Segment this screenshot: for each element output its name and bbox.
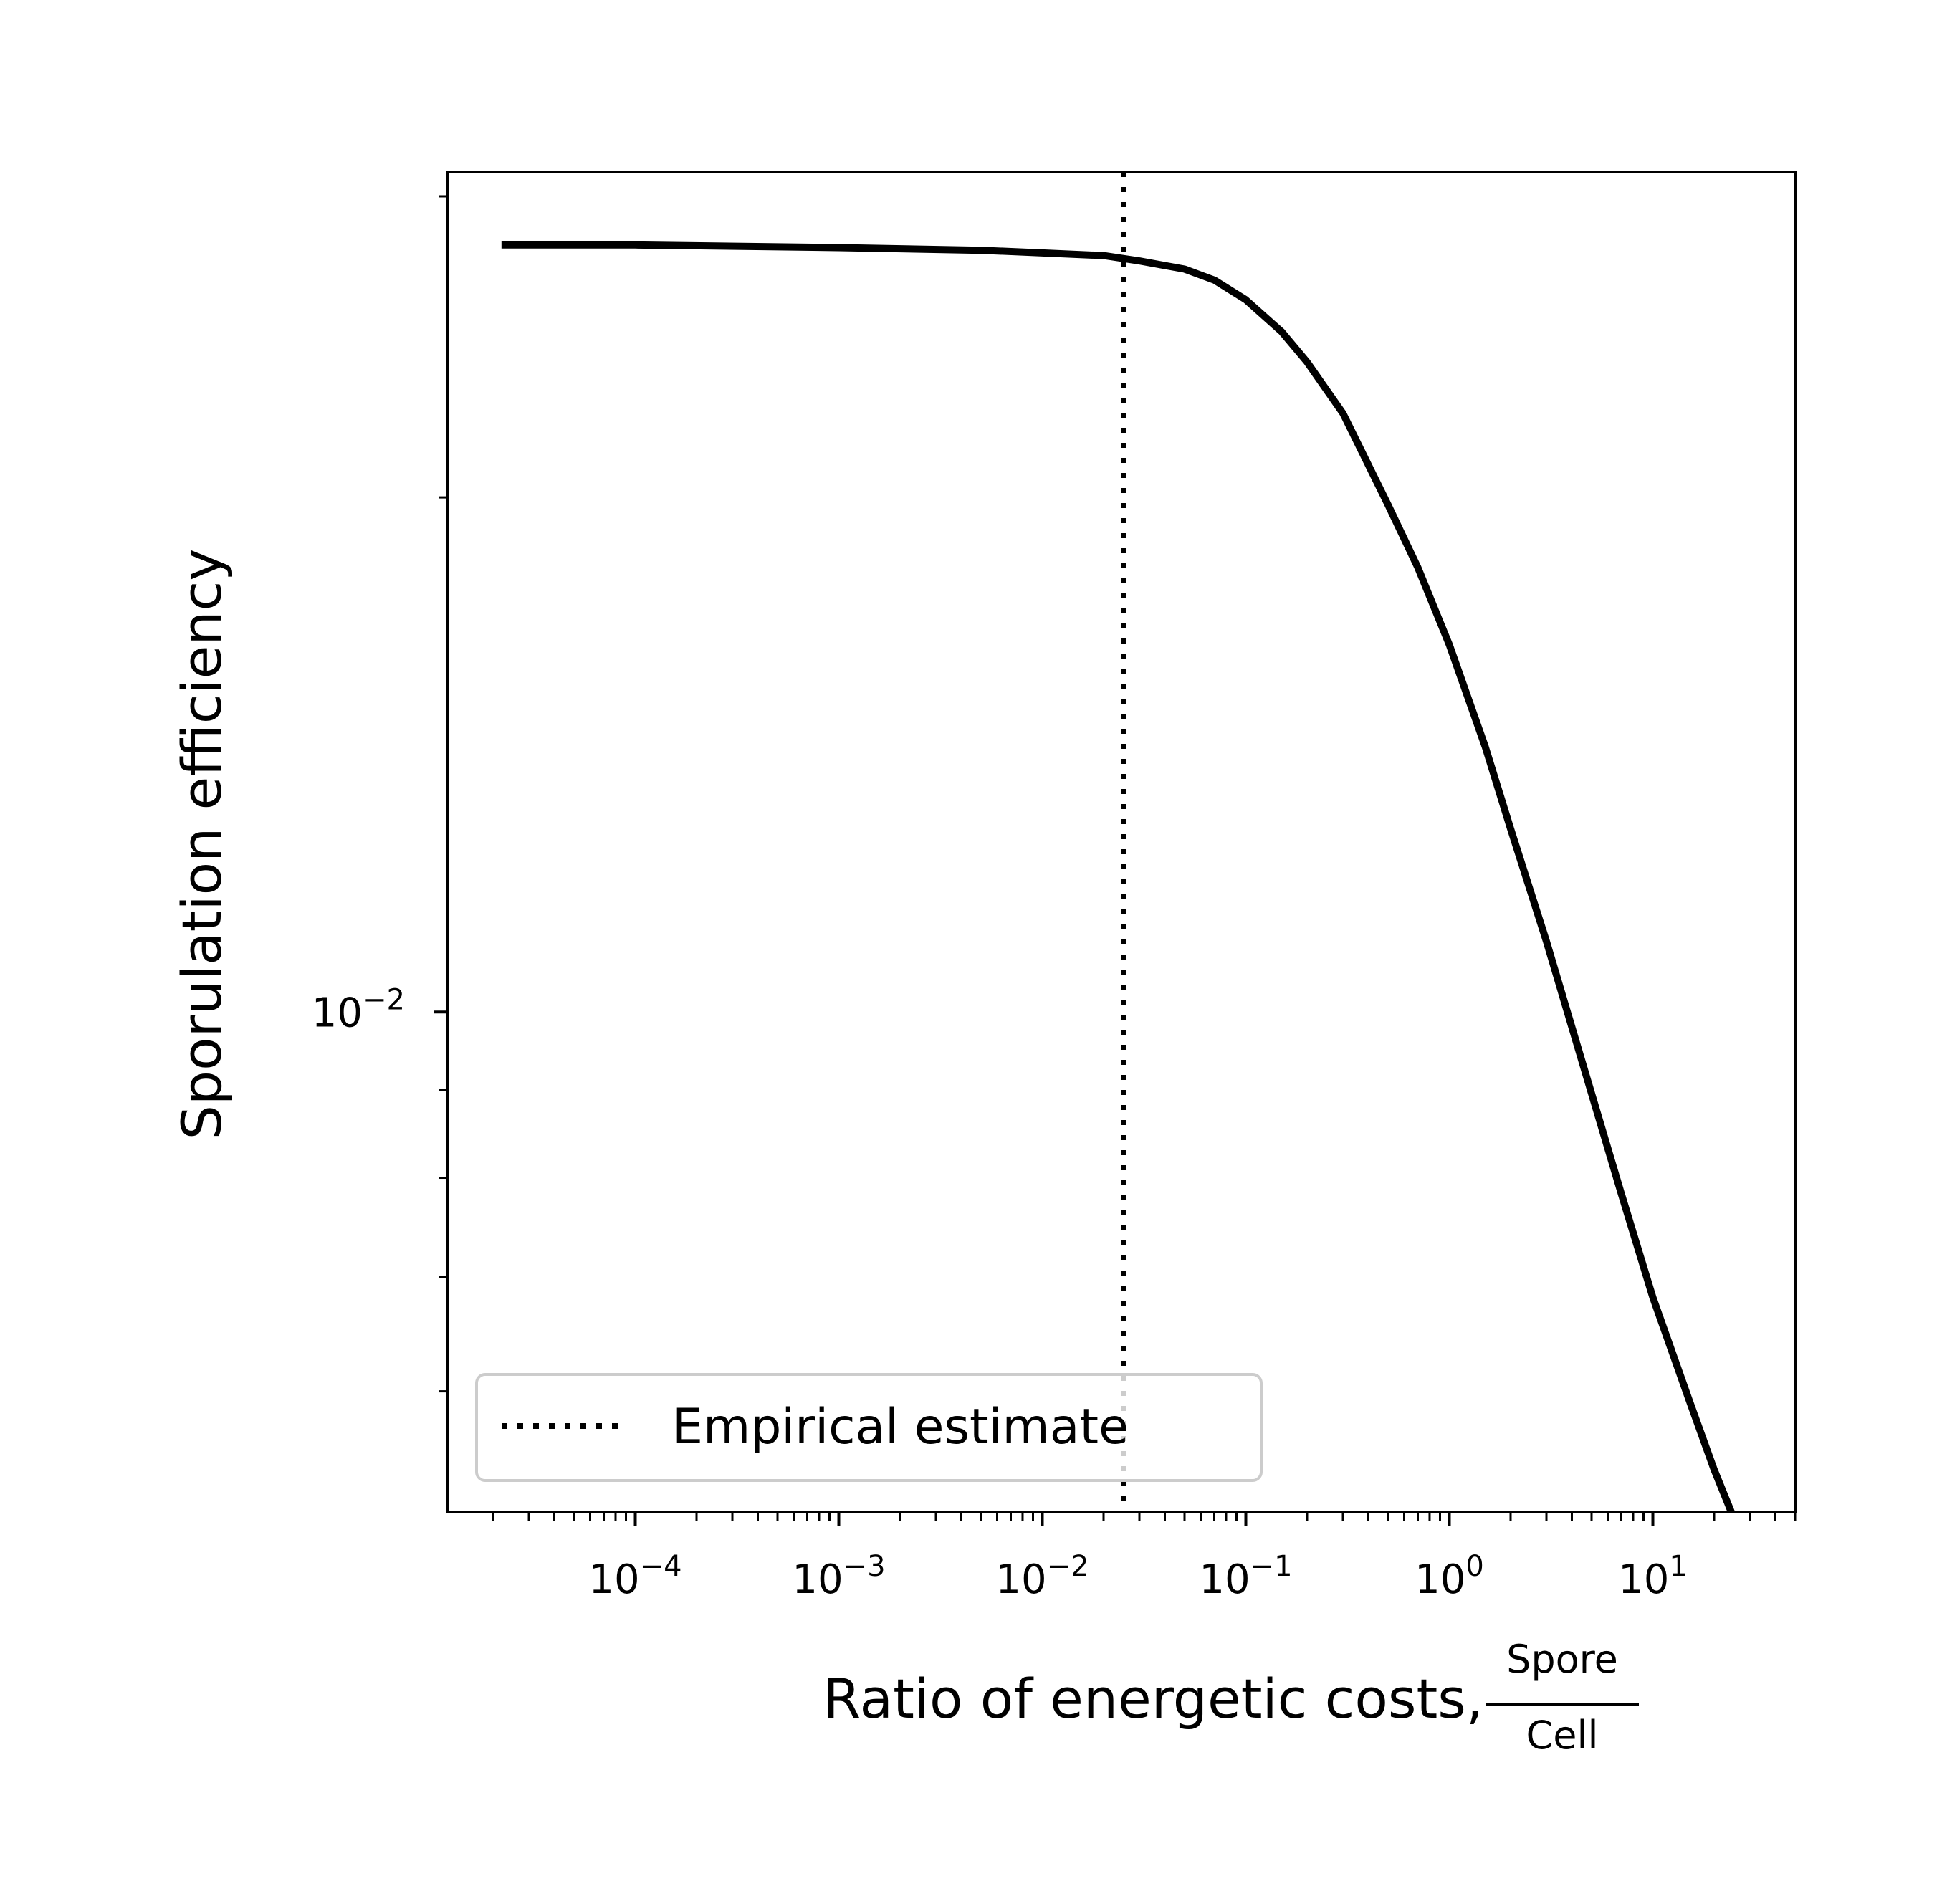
legend: Empirical estimate [475,1373,1263,1482]
x-tick-label: 101 [1618,1550,1688,1603]
x-axis-label-denominator: Cell [1526,1713,1599,1758]
x-tick-label: 100 [1415,1550,1484,1603]
y-axis-label: Sporulation efficiency [170,549,234,1140]
x-axis: 10−4 10−3 10−2 10−1 100 101 [492,1512,1797,1603]
series-layer [501,241,1736,1512]
x-tick-label: 10−4 [588,1550,681,1603]
series-line-0 [501,241,1736,1512]
x-tick-label: 10−3 [792,1550,885,1603]
x-tick-label: 10−1 [1199,1550,1292,1603]
x-axis-label: Ratio of energetic costs, [823,1667,1483,1731]
x-tick-label: 10−2 [995,1550,1089,1603]
legend-box [475,1373,1263,1482]
plot-background [448,172,1795,1512]
plot-frame [446,171,1797,1513]
legend-label: Empirical estimate [672,1399,1129,1455]
y-axis: 10−2 [312,195,448,1393]
y-tick-label: 10−2 [312,983,405,1036]
x-axis-label-numerator: Spore [1506,1637,1618,1682]
